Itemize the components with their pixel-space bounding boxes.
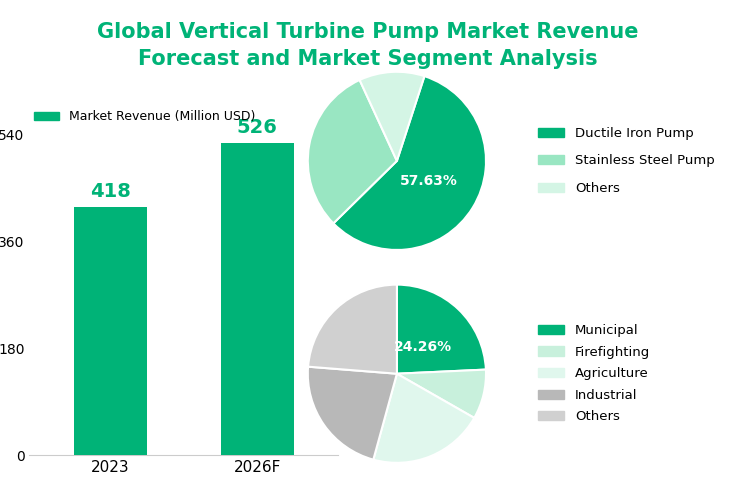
Wedge shape bbox=[334, 76, 486, 250]
Wedge shape bbox=[397, 370, 486, 418]
Text: 57.63%: 57.63% bbox=[400, 174, 458, 188]
Wedge shape bbox=[308, 80, 397, 223]
Text: 526: 526 bbox=[237, 118, 278, 137]
Wedge shape bbox=[308, 367, 397, 460]
Text: Global Vertical Turbine Pump Market Revenue
Forecast and Market Segment Analysis: Global Vertical Turbine Pump Market Reve… bbox=[97, 22, 638, 69]
Bar bbox=[220, 143, 294, 455]
Wedge shape bbox=[308, 285, 397, 374]
Text: 418: 418 bbox=[90, 182, 131, 201]
Bar bbox=[74, 207, 147, 455]
Wedge shape bbox=[359, 72, 424, 161]
Wedge shape bbox=[373, 374, 474, 463]
Legend: Ductile Iron Pump, Stainless Steel Pump, Others: Ductile Iron Pump, Stainless Steel Pump,… bbox=[533, 122, 720, 200]
Wedge shape bbox=[397, 285, 486, 374]
Text: 24.26%: 24.26% bbox=[394, 340, 452, 353]
Legend: Municipal, Firefighting, Agriculture, Industrial, Others: Municipal, Firefighting, Agriculture, In… bbox=[533, 319, 656, 429]
Legend: Market Revenue (Million USD): Market Revenue (Million USD) bbox=[29, 105, 261, 128]
